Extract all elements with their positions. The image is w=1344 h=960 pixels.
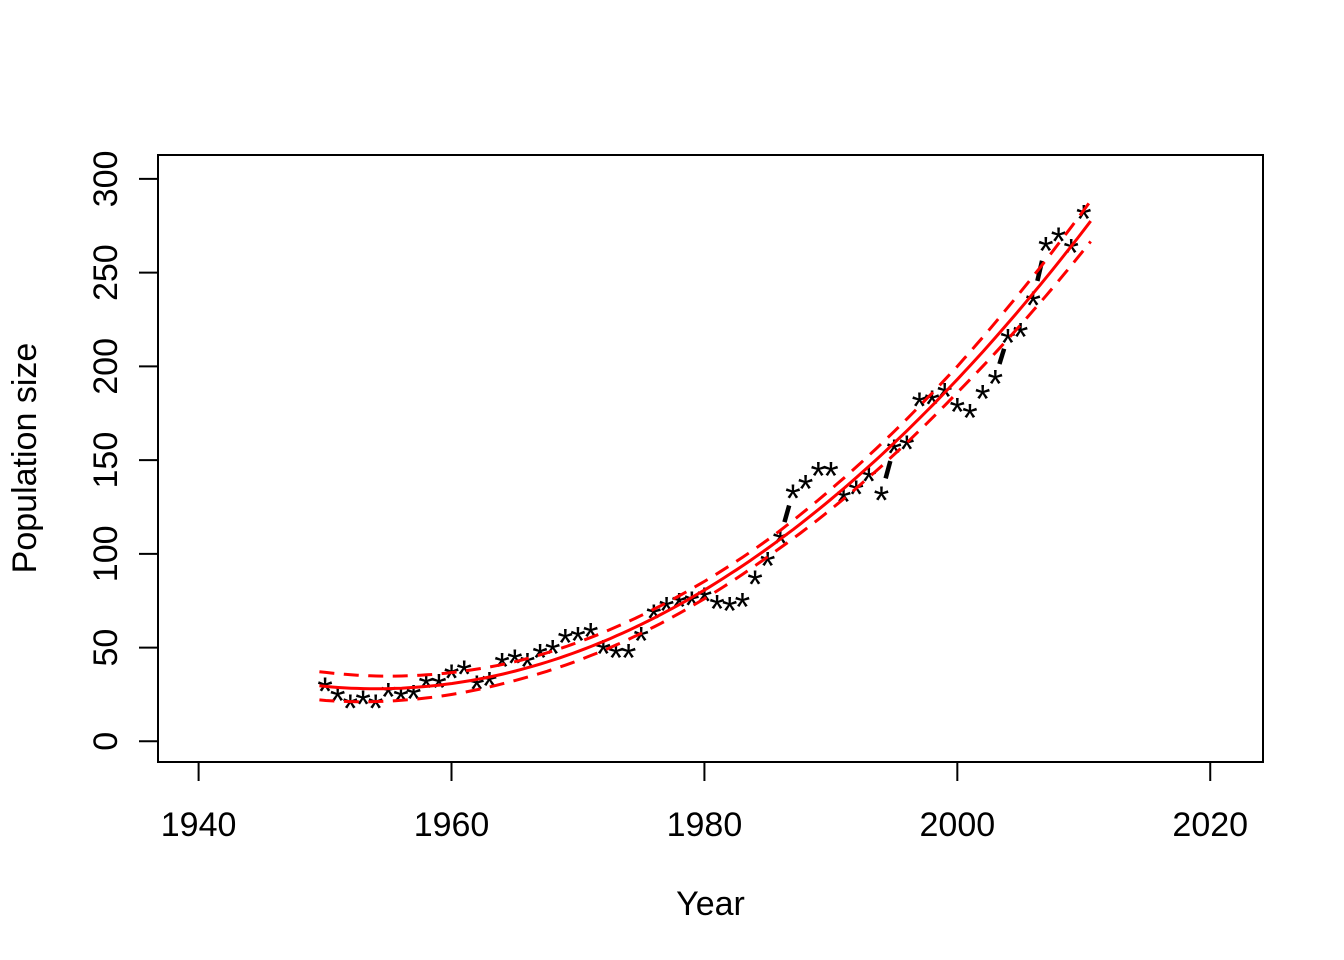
data-point: *	[456, 653, 472, 697]
data-point: *	[532, 636, 548, 680]
data-point: *	[735, 586, 751, 630]
data-point: *	[355, 683, 371, 727]
y-tick-label: 250	[87, 244, 125, 301]
confidence-band-upper	[319, 199, 1092, 678]
data-point: *	[317, 670, 333, 714]
data-point: *	[975, 378, 991, 422]
trajectory-dash-segment	[883, 460, 893, 479]
data-point: *	[987, 363, 1003, 407]
x-tick-label: 1960	[414, 806, 490, 844]
data-point: *	[494, 646, 510, 690]
y-tick-label: 0	[87, 732, 125, 751]
data-point: *	[633, 619, 649, 663]
y-tick-label: 300	[87, 151, 125, 208]
data-point: *	[444, 657, 460, 701]
data-point: *	[1076, 198, 1092, 242]
confidence-band-lower	[319, 240, 1092, 704]
data-point: *	[507, 642, 523, 686]
x-tick-label: 2000	[920, 806, 996, 844]
data-point: *	[1025, 284, 1041, 328]
y-tick-label: 200	[87, 338, 125, 395]
data-point: *	[621, 636, 637, 680]
data-point: *	[368, 687, 384, 731]
data-point: *	[962, 396, 978, 440]
data-point: *	[709, 588, 725, 632]
data-point: *	[810, 454, 826, 498]
y-axis-title: Population size	[6, 342, 44, 574]
data-point: *	[912, 385, 928, 429]
plot-box	[157, 154, 1264, 763]
data-point: *	[330, 679, 346, 723]
data-point: *	[431, 666, 447, 710]
data-point: *	[874, 479, 890, 523]
data-point: *	[722, 589, 738, 633]
data-point: *	[747, 563, 763, 607]
fit-line	[319, 220, 1092, 691]
data-point: *	[343, 687, 359, 731]
data-point: *	[798, 468, 814, 512]
trajectory-dash-segment	[782, 504, 792, 523]
y-tick-label: 100	[87, 525, 125, 582]
x-tick-label: 2020	[1172, 806, 1248, 844]
data-point: *	[950, 391, 966, 435]
y-tick-label: 50	[87, 629, 125, 667]
data-point: *	[760, 544, 776, 588]
x-tick-label: 1940	[161, 806, 237, 844]
x-tick-label: 1980	[667, 806, 743, 844]
data-point: *	[1013, 316, 1029, 360]
y-tick-label: 150	[87, 432, 125, 489]
x-axis-title: Year	[676, 885, 745, 923]
trajectory-dash-segment	[997, 348, 1007, 365]
data-point: *	[545, 633, 561, 677]
data-point: *	[380, 676, 396, 720]
